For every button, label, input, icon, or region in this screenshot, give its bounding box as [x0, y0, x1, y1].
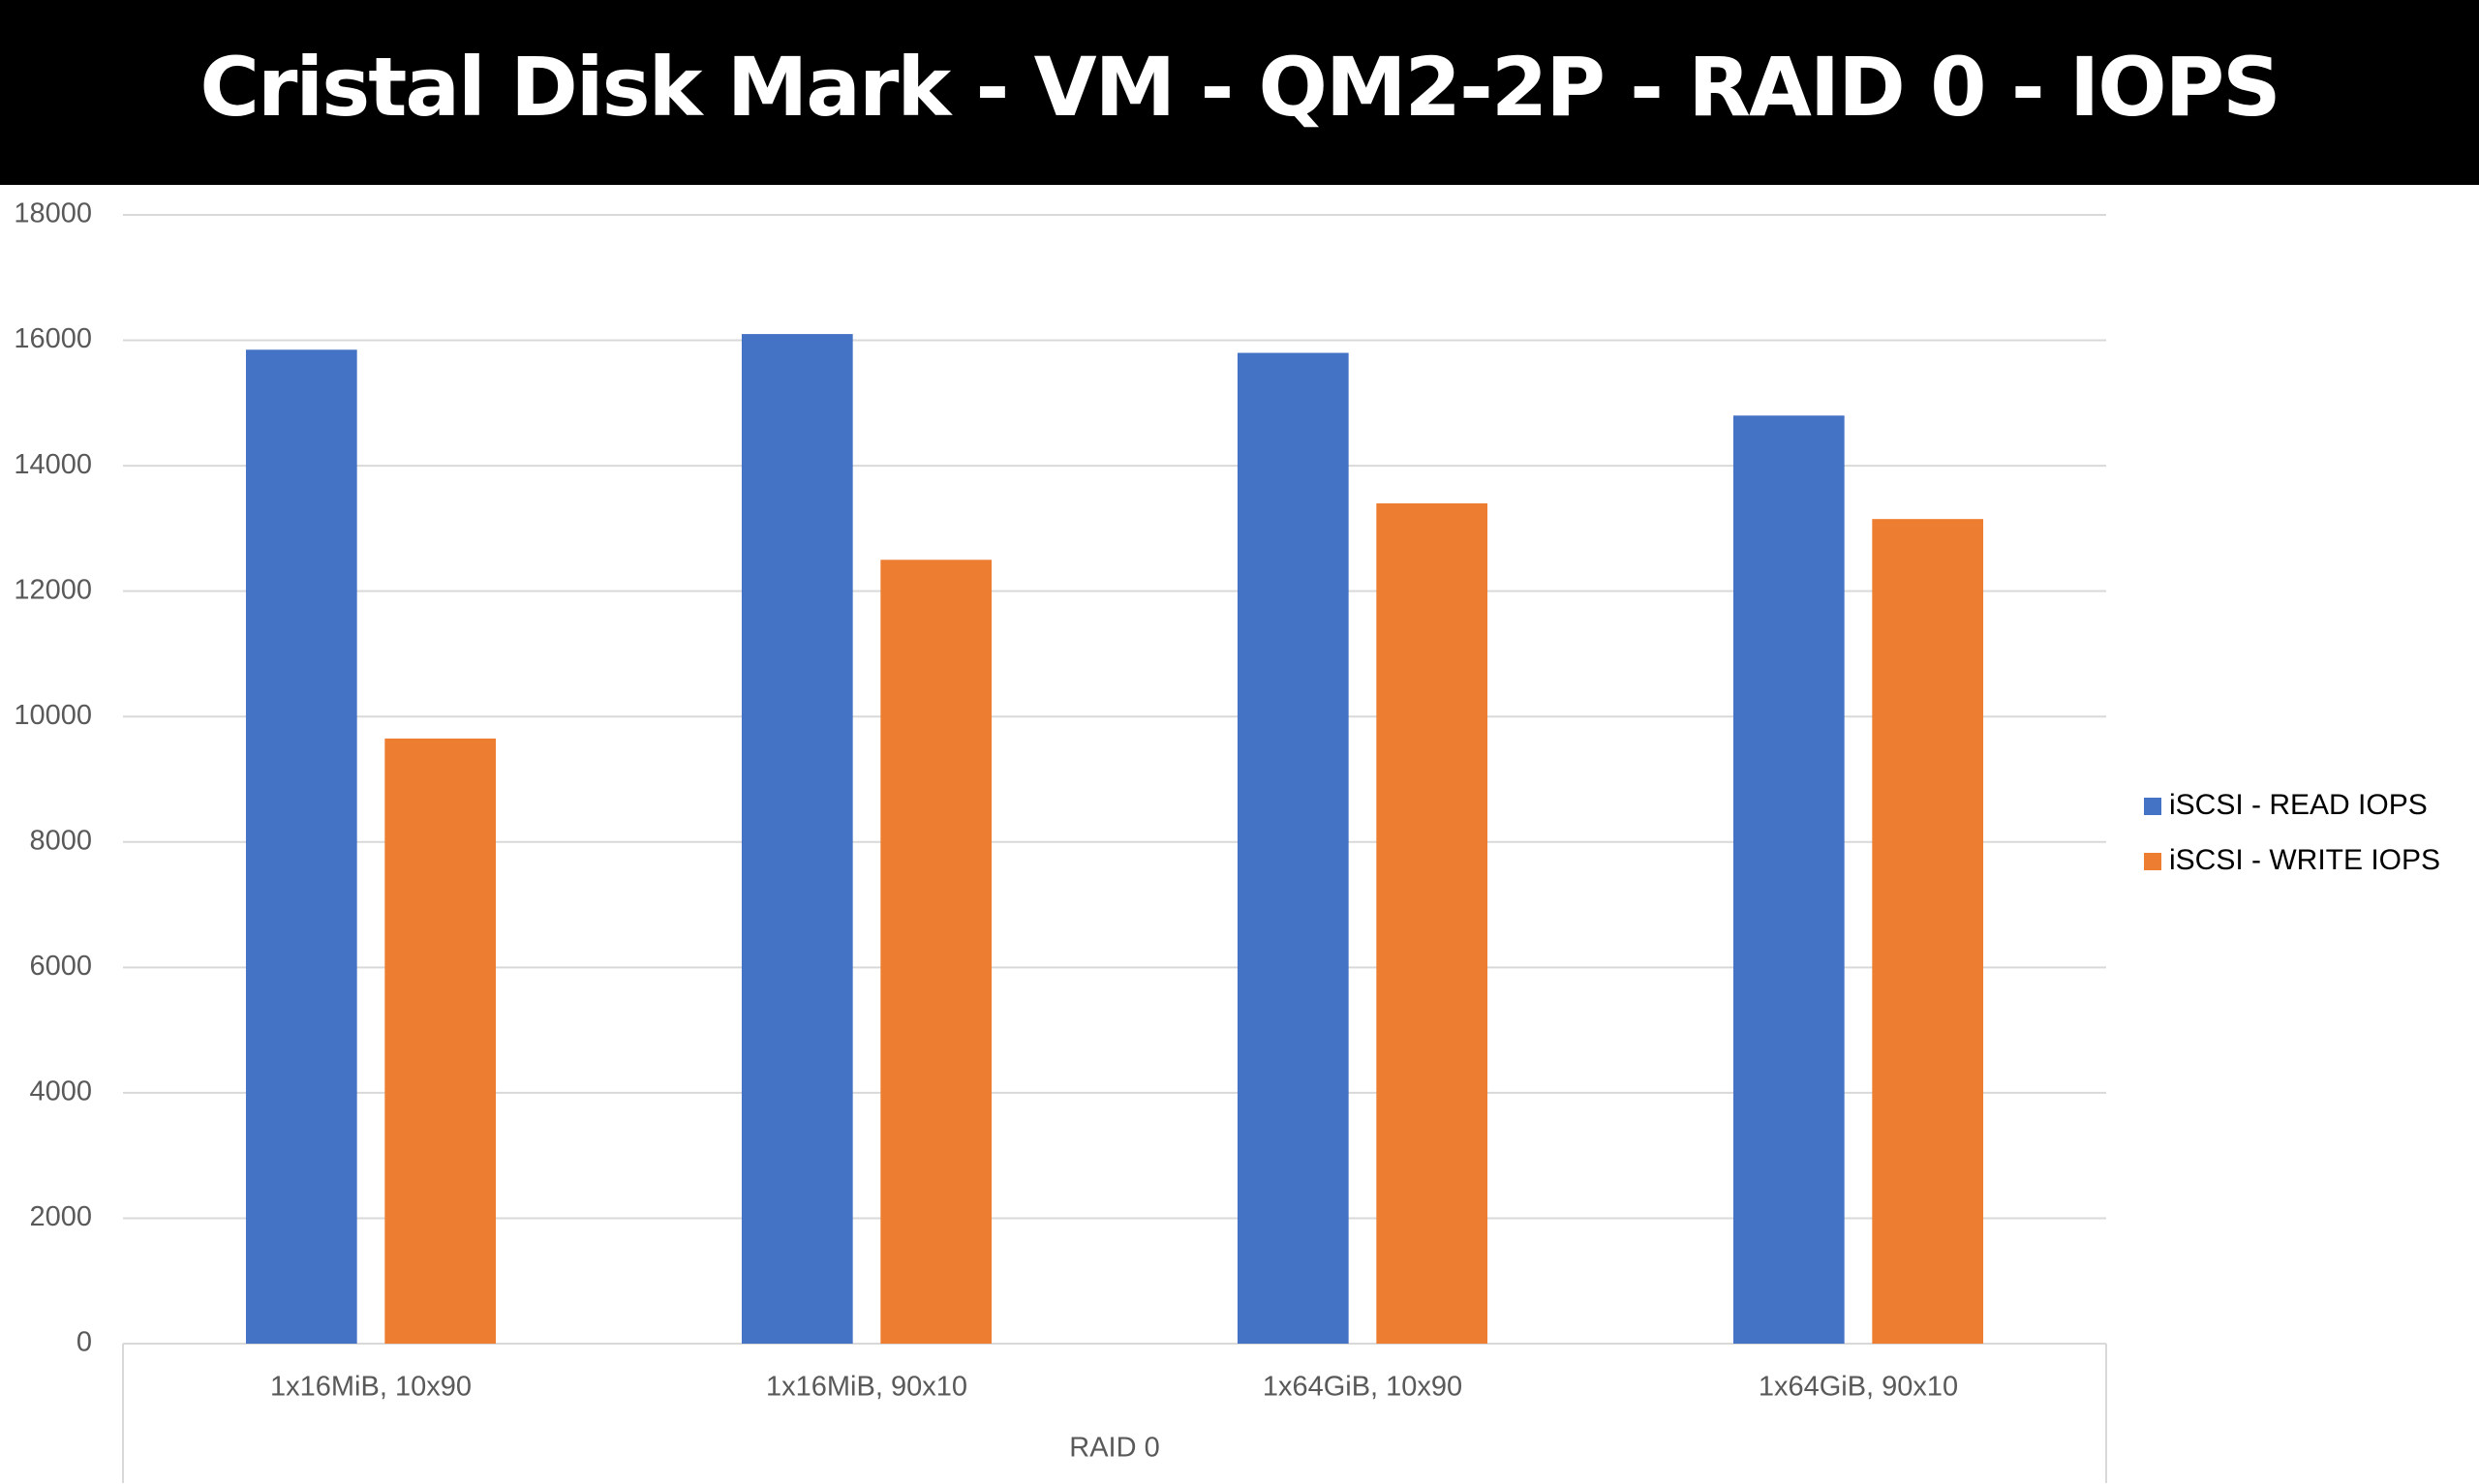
y-tick-label: 16000 [14, 323, 92, 354]
y-tick-label: 10000 [14, 700, 92, 731]
x-tick-label: 1x16MiB, 90x10 [766, 1372, 967, 1403]
x-axis-title: RAID 0 [1069, 1433, 1159, 1464]
y-tick-label: 6000 [29, 951, 92, 982]
x-tick-label: 1x64GiB, 90x10 [1759, 1372, 1958, 1403]
x-tick-label: 1x16MiB, 10x90 [270, 1372, 472, 1403]
bar [1376, 502, 1488, 1344]
chart-title: Cristal Disk Mark - VM - QM2-2P - RAID 0… [199, 40, 2279, 135]
bar [384, 738, 497, 1344]
y-tick-label: 18000 [14, 198, 92, 229]
legend-swatch [2144, 853, 2161, 870]
y-tick-label: 0 [77, 1327, 92, 1358]
bar [1732, 415, 1845, 1344]
legend: iSCSI - READ IOPS [2169, 789, 2428, 821]
y-tick-label: 2000 [29, 1201, 92, 1232]
bar [245, 349, 357, 1344]
y-tick-label: 12000 [14, 574, 92, 605]
bar [741, 334, 853, 1345]
title-bar [0, 0, 2479, 185]
bar [1237, 352, 1349, 1344]
legend-swatch [2144, 798, 2161, 815]
y-tick-label: 14000 [14, 449, 92, 480]
y-tick-label: 8000 [29, 825, 92, 856]
x-tick-label: 1x64GiB, 10x90 [1263, 1372, 1462, 1403]
legend: iSCSI - WRITE IOPS [2169, 844, 2440, 876]
bar [1872, 519, 1984, 1344]
bar [880, 560, 993, 1344]
y-tick-label: 4000 [29, 1076, 92, 1107]
